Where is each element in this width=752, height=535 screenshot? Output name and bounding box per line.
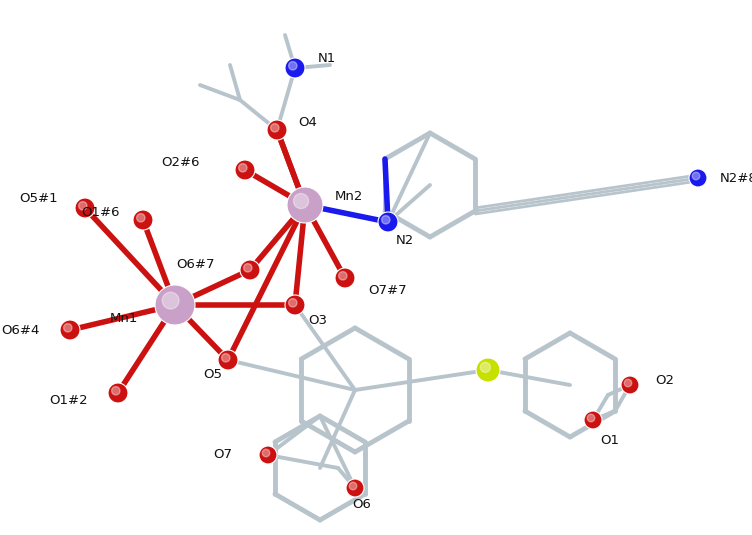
Text: O5#1: O5#1 bbox=[20, 192, 58, 204]
Circle shape bbox=[285, 295, 305, 315]
Circle shape bbox=[60, 320, 80, 340]
Circle shape bbox=[693, 172, 700, 180]
Circle shape bbox=[289, 299, 297, 307]
Text: O3: O3 bbox=[308, 314, 327, 326]
Circle shape bbox=[476, 358, 500, 382]
Circle shape bbox=[689, 169, 707, 187]
Text: O1: O1 bbox=[600, 433, 619, 447]
Circle shape bbox=[235, 160, 255, 180]
Circle shape bbox=[262, 449, 270, 457]
Circle shape bbox=[346, 479, 364, 497]
Circle shape bbox=[240, 260, 260, 280]
Circle shape bbox=[584, 411, 602, 429]
Circle shape bbox=[267, 120, 287, 140]
Circle shape bbox=[79, 202, 87, 210]
Circle shape bbox=[287, 187, 323, 223]
Circle shape bbox=[338, 272, 347, 280]
Text: O7: O7 bbox=[213, 448, 232, 462]
Circle shape bbox=[285, 58, 305, 78]
Circle shape bbox=[64, 324, 72, 332]
Text: O2: O2 bbox=[655, 373, 674, 386]
Text: Mn1: Mn1 bbox=[110, 311, 138, 325]
Circle shape bbox=[289, 62, 297, 70]
Circle shape bbox=[381, 216, 390, 224]
Text: Mn2: Mn2 bbox=[335, 189, 363, 203]
Circle shape bbox=[75, 198, 95, 218]
Text: O6: O6 bbox=[353, 499, 371, 511]
Circle shape bbox=[587, 414, 595, 422]
Text: O1#2: O1#2 bbox=[50, 394, 88, 407]
Circle shape bbox=[349, 482, 356, 490]
Circle shape bbox=[162, 292, 179, 309]
Circle shape bbox=[335, 268, 355, 288]
Text: O1#6: O1#6 bbox=[81, 207, 120, 219]
Text: O7#7: O7#7 bbox=[368, 284, 407, 296]
Circle shape bbox=[137, 213, 145, 222]
Circle shape bbox=[108, 383, 128, 403]
Circle shape bbox=[624, 379, 632, 387]
Circle shape bbox=[271, 124, 279, 132]
Circle shape bbox=[133, 210, 153, 230]
Text: O2#6: O2#6 bbox=[162, 156, 200, 169]
Text: O6#4: O6#4 bbox=[2, 324, 40, 337]
Circle shape bbox=[621, 376, 639, 394]
Circle shape bbox=[378, 212, 398, 232]
Circle shape bbox=[111, 387, 120, 395]
Text: N2: N2 bbox=[396, 233, 414, 247]
Text: O6#7: O6#7 bbox=[177, 258, 215, 271]
Text: N1: N1 bbox=[318, 51, 336, 65]
Circle shape bbox=[222, 354, 230, 362]
Circle shape bbox=[238, 164, 247, 172]
Text: O5: O5 bbox=[203, 369, 222, 381]
Circle shape bbox=[481, 362, 490, 372]
Text: O4: O4 bbox=[298, 116, 317, 128]
Circle shape bbox=[218, 350, 238, 370]
Circle shape bbox=[155, 285, 195, 325]
Circle shape bbox=[259, 446, 277, 464]
Circle shape bbox=[244, 264, 252, 272]
Circle shape bbox=[293, 194, 308, 209]
Text: N2#8: N2#8 bbox=[720, 172, 752, 185]
